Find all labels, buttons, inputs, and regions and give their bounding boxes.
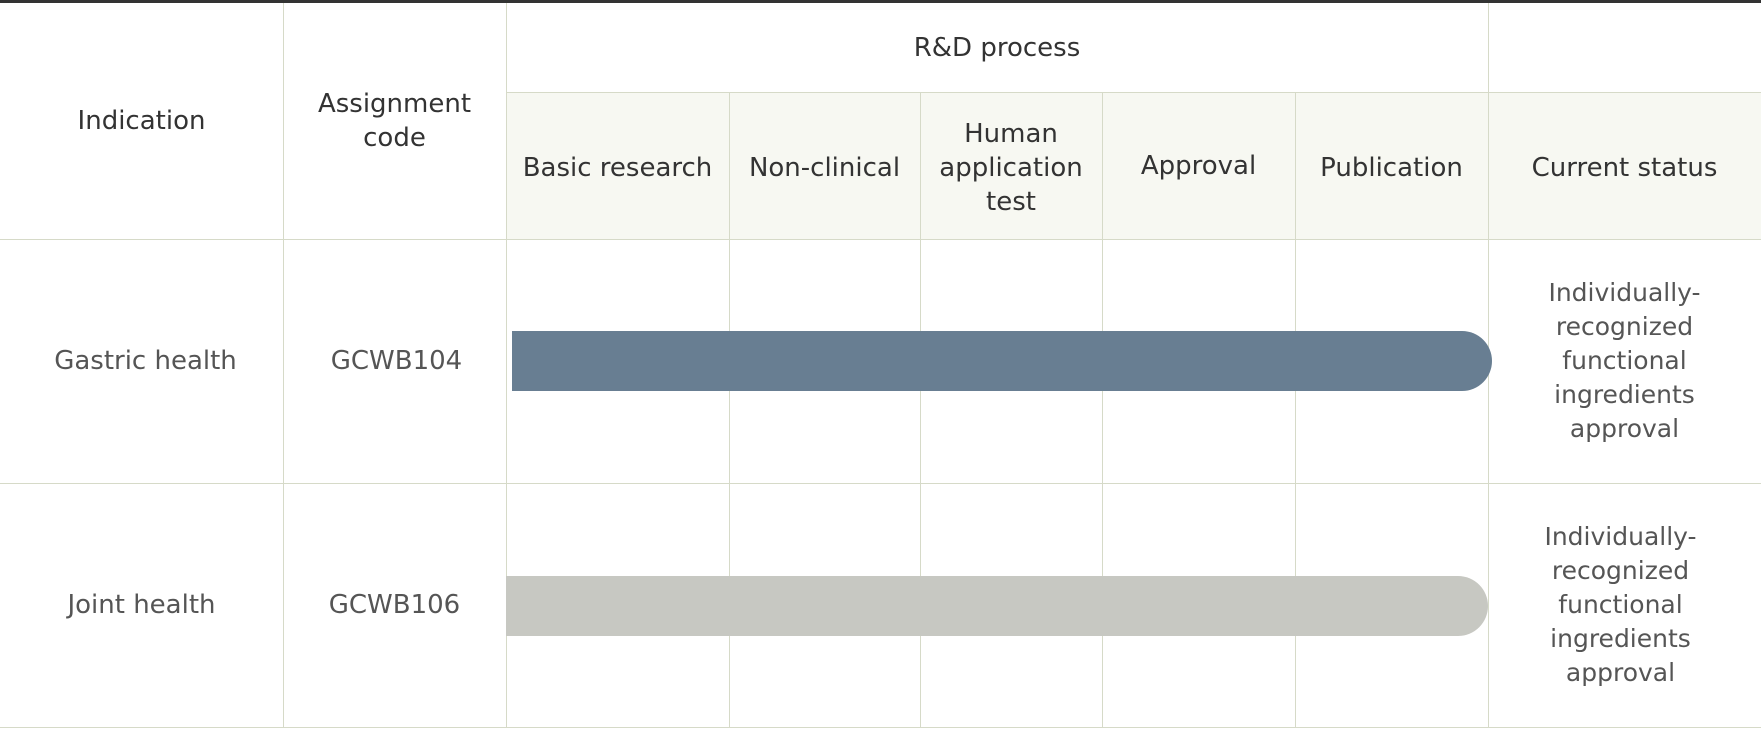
grid-line xyxy=(920,92,921,727)
grid-line xyxy=(1102,92,1103,727)
progress-bar-joint-health xyxy=(506,576,1488,636)
grid-line xyxy=(0,727,1761,728)
grid-line xyxy=(729,92,730,727)
grid-line xyxy=(0,483,1761,484)
header-current-status: Current status xyxy=(1531,152,1718,183)
header-assignment-code: Assignment code xyxy=(317,89,472,153)
header-indication: Indication xyxy=(77,106,206,136)
grid-line xyxy=(506,3,507,727)
table-top-rule xyxy=(0,0,1761,3)
grid-line xyxy=(506,92,1761,93)
table-row-1-status: Individually- recognized functional ingr… xyxy=(1548,278,1701,443)
table-row-1-code: GCWB104 xyxy=(330,346,463,376)
header-stage-human-application-test: Human application test xyxy=(939,118,1083,217)
grid-line xyxy=(283,3,284,727)
progress-bar-gastric-health xyxy=(512,331,1492,391)
header-stage-non-clinical: Non-clinical xyxy=(748,152,901,183)
grid-line xyxy=(0,239,1761,240)
grid-line xyxy=(1295,92,1296,727)
header-rd-process: R&D process xyxy=(913,32,1081,63)
table-row-2-code: GCWB106 xyxy=(328,590,461,620)
table-row-2-indication: Joint health xyxy=(67,590,216,620)
header-stage-publication: Publication xyxy=(1320,152,1463,183)
header-stage-basic-research: Basic research xyxy=(522,152,713,183)
stage-header-background xyxy=(506,92,1761,239)
header-stage-approval: Approval xyxy=(1140,150,1257,181)
table-row-1-indication: Gastric health xyxy=(54,346,237,376)
table-row-2-status: Individually- recognized functional ingr… xyxy=(1544,522,1697,687)
